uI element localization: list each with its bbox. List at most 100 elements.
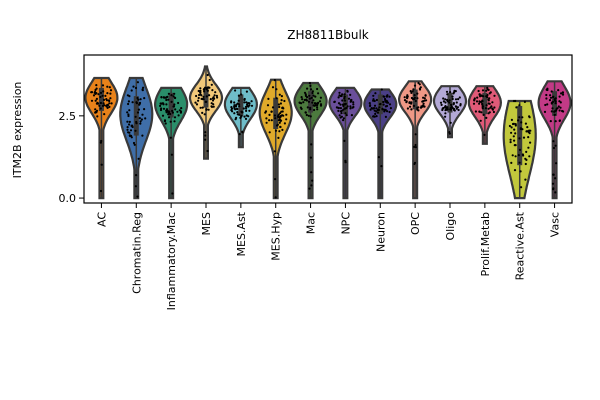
data-point: [142, 86, 145, 89]
data-point: [523, 100, 527, 103]
data-point: [134, 129, 137, 132]
data-point: [512, 122, 516, 125]
data-point: [101, 84, 105, 87]
data-point: [524, 122, 528, 125]
x-tick-label: Inflammatory.Mac: [165, 212, 178, 310]
data-point: [243, 115, 246, 118]
data-point: [454, 105, 458, 108]
data-point: [349, 105, 352, 108]
data-point: [283, 99, 286, 103]
data-point: [413, 94, 416, 97]
data-point: [237, 94, 240, 97]
data-point: [383, 108, 386, 111]
data-point: [277, 136, 280, 139]
data-point: [177, 101, 180, 105]
data-point: [312, 94, 315, 97]
data-point: [135, 174, 138, 177]
data-point: [164, 122, 167, 125]
data-point: [195, 103, 199, 106]
data-point: [241, 130, 244, 133]
data-point: [134, 86, 138, 90]
data-point: [213, 94, 216, 97]
data-point: [527, 136, 530, 139]
data-point: [208, 78, 211, 82]
data-point: [197, 96, 200, 100]
data-point: [424, 94, 427, 97]
data-point: [110, 102, 113, 105]
data-point: [340, 112, 343, 115]
data-point: [518, 116, 521, 119]
data-point: [99, 189, 103, 193]
data-point: [545, 88, 548, 91]
data-point: [528, 115, 531, 118]
data-point: [488, 97, 491, 100]
data-point: [128, 131, 131, 134]
data-point: [550, 90, 553, 93]
x-tick-label: OPC: [409, 212, 422, 235]
data-point: [234, 105, 238, 108]
data-point: [109, 89, 113, 92]
data-point: [109, 97, 112, 100]
data-point: [204, 138, 207, 141]
data-point: [307, 114, 310, 117]
data-point: [280, 99, 283, 102]
data-point: [416, 106, 419, 110]
data-point: [478, 100, 481, 103]
data-point: [478, 93, 481, 96]
data-point: [313, 108, 316, 112]
data-point: [266, 104, 270, 107]
data-point: [388, 103, 392, 106]
data-point: [126, 126, 129, 129]
data-point: [352, 103, 355, 106]
data-point: [270, 119, 273, 122]
data-point: [346, 105, 349, 108]
y-axis-label: ITM2B expression: [11, 82, 24, 179]
data-point: [385, 95, 389, 98]
data-point: [104, 94, 107, 97]
axes: AC Chromatin.Reg Inflammatory.Mac MES MES.As…: [59, 110, 562, 310]
data-point: [561, 91, 565, 94]
x-tick-label: Mac: [305, 212, 318, 234]
x-tick-label: Oligo: [444, 212, 457, 241]
data-point: [478, 102, 481, 105]
data-point: [414, 133, 417, 136]
data-point: [279, 125, 282, 129]
data-point: [277, 113, 280, 116]
data-point: [378, 103, 381, 106]
data-point: [528, 129, 531, 132]
data-point: [233, 112, 236, 115]
data-point: [459, 103, 462, 106]
data-point: [241, 111, 244, 114]
data-point: [278, 116, 281, 119]
data-point: [176, 110, 179, 113]
x-tick-label: Reactive.Ast: [514, 211, 527, 280]
data-point: [109, 92, 112, 95]
data-point: [422, 96, 425, 99]
data-point: [410, 91, 413, 94]
data-point: [488, 92, 491, 95]
data-point: [197, 99, 200, 102]
data-point: [518, 137, 521, 140]
data-point: [250, 104, 254, 107]
data-point: [99, 91, 103, 94]
data-point: [307, 100, 311, 103]
data-point: [311, 179, 314, 182]
data-point: [173, 96, 177, 99]
data-point: [344, 102, 347, 106]
data-point: [108, 86, 111, 89]
violin-iqr-box: [133, 96, 139, 136]
violin-Neuron: [363, 88, 398, 200]
data-point: [444, 112, 447, 115]
data-point: [526, 126, 529, 129]
data-point: [278, 130, 281, 133]
data-point: [208, 94, 211, 97]
data-point: [446, 108, 449, 111]
data-point: [554, 100, 557, 103]
data-point: [279, 112, 282, 115]
data-point: [131, 101, 134, 104]
data-point: [449, 91, 452, 94]
data-point: [376, 111, 379, 114]
data-point: [487, 88, 490, 91]
data-point: [451, 95, 454, 98]
data-point: [310, 184, 313, 187]
